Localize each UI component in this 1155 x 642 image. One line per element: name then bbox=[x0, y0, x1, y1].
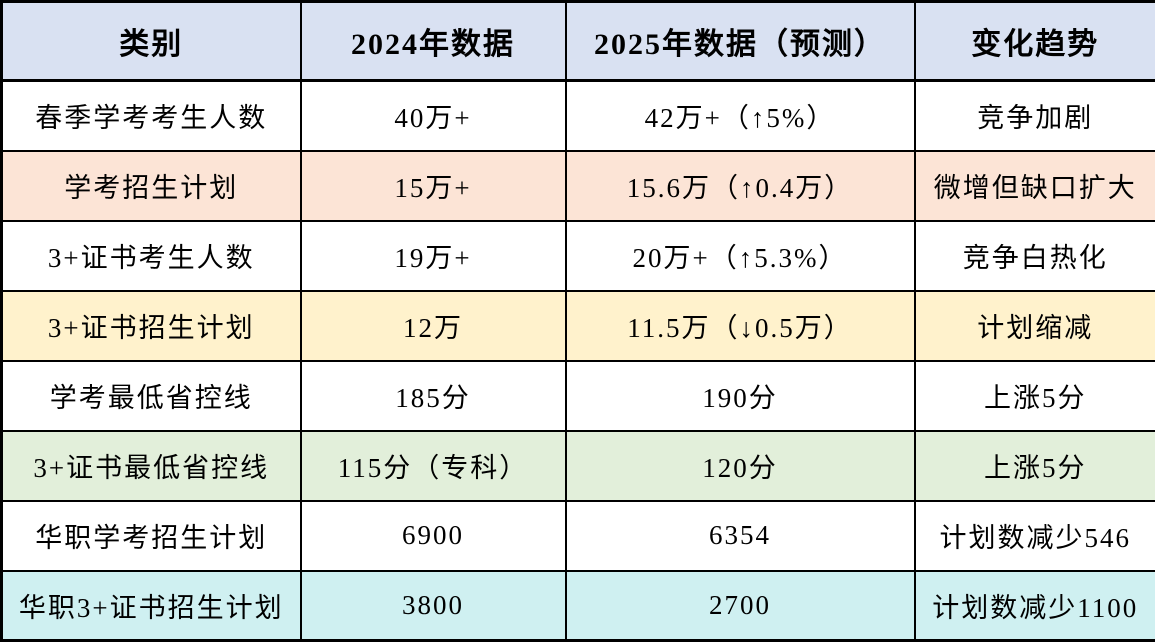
category-cell: 3+证书最低省控线 bbox=[2, 431, 301, 501]
header-row: 类别 2024年数据 2025年数据（预测） 变化趋势 bbox=[2, 2, 1155, 81]
category-cell: 3+证书考生人数 bbox=[2, 221, 301, 291]
y2024-cell: 40万+ bbox=[301, 81, 566, 151]
y2024-cell: 6900 bbox=[301, 501, 566, 571]
header-2024-data: 2024年数据 bbox=[301, 2, 566, 81]
trend-cell: 计划缩减 bbox=[915, 291, 1155, 361]
table-body: 春季学考考生人数 40万+ 42万+（↑5%） 竞争加剧 学考招生计划 15万+… bbox=[2, 81, 1155, 641]
y2025-cell: 20万+（↑5.3%） bbox=[566, 221, 915, 291]
category-cell: 华职学考招生计划 bbox=[2, 501, 301, 571]
y2024-cell: 15万+ bbox=[301, 151, 566, 221]
category-cell: 学考最低省控线 bbox=[2, 361, 301, 431]
y2024-cell: 19万+ bbox=[301, 221, 566, 291]
header-trend: 变化趋势 bbox=[915, 2, 1155, 81]
header-2025-data: 2025年数据（预测） bbox=[566, 2, 915, 81]
trend-cell: 微增但缺口扩大 bbox=[915, 151, 1155, 221]
y2025-cell: 120分 bbox=[566, 431, 915, 501]
trend-cell: 计划数减少1100 bbox=[915, 571, 1155, 641]
y2024-cell: 115分（专科） bbox=[301, 431, 566, 501]
table-row: 学考招生计划 15万+ 15.6万（↑0.4万） 微增但缺口扩大 bbox=[2, 151, 1155, 221]
category-cell: 华职3+证书招生计划 bbox=[2, 571, 301, 641]
trend-cell: 竞争加剧 bbox=[915, 81, 1155, 151]
y2025-cell: 11.5万（↓0.5万） bbox=[566, 291, 915, 361]
table-row: 3+证书招生计划 12万 11.5万（↓0.5万） 计划缩减 bbox=[2, 291, 1155, 361]
trend-cell: 上涨5分 bbox=[915, 431, 1155, 501]
y2024-cell: 185分 bbox=[301, 361, 566, 431]
y2024-cell: 12万 bbox=[301, 291, 566, 361]
table-row: 3+证书最低省控线 115分（专科） 120分 上涨5分 bbox=[2, 431, 1155, 501]
trend-cell: 上涨5分 bbox=[915, 361, 1155, 431]
category-cell: 春季学考考生人数 bbox=[2, 81, 301, 151]
trend-cell: 竞争白热化 bbox=[915, 221, 1155, 291]
y2025-cell: 190分 bbox=[566, 361, 915, 431]
y2024-cell: 3800 bbox=[301, 571, 566, 641]
y2025-cell: 6354 bbox=[566, 501, 915, 571]
category-cell: 学考招生计划 bbox=[2, 151, 301, 221]
trend-cell: 计划数减少546 bbox=[915, 501, 1155, 571]
y2025-cell: 42万+（↑5%） bbox=[566, 81, 915, 151]
table-row: 华职3+证书招生计划 3800 2700 计划数减少1100 bbox=[2, 571, 1155, 641]
table-row: 3+证书考生人数 19万+ 20万+（↑5.3%） 竞争白热化 bbox=[2, 221, 1155, 291]
table-row: 学考最低省控线 185分 190分 上涨5分 bbox=[2, 361, 1155, 431]
category-cell: 3+证书招生计划 bbox=[2, 291, 301, 361]
y2025-cell: 2700 bbox=[566, 571, 915, 641]
table-row: 华职学考招生计划 6900 6354 计划数减少546 bbox=[2, 501, 1155, 571]
table-row: 春季学考考生人数 40万+ 42万+（↑5%） 竞争加剧 bbox=[2, 81, 1155, 151]
header-category: 类别 bbox=[2, 2, 301, 81]
y2025-cell: 15.6万（↑0.4万） bbox=[566, 151, 915, 221]
